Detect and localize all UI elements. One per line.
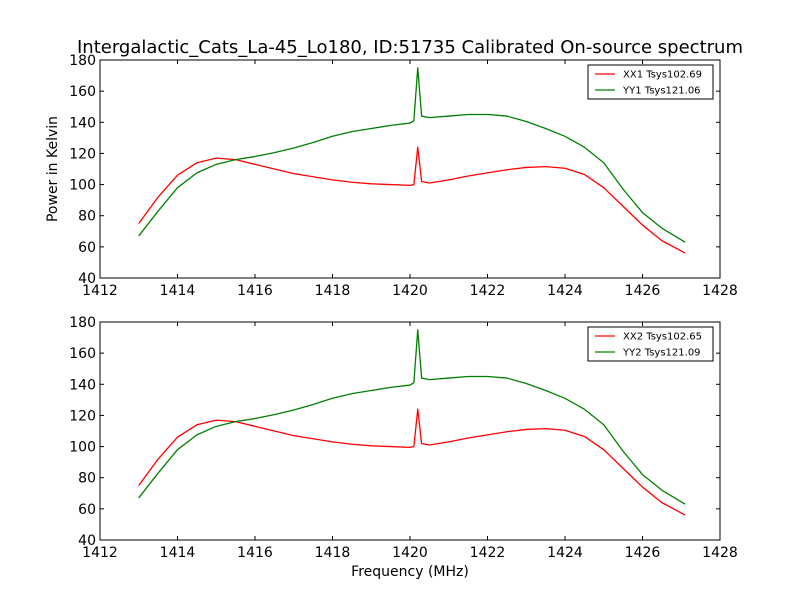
- y-tick-label: 160: [69, 84, 96, 100]
- legend-box: [587, 64, 714, 100]
- y-tick-label: 160: [69, 346, 96, 362]
- x-tick-label: 1422: [470, 283, 506, 299]
- y-axis-label: Power in Kelvin: [45, 116, 61, 222]
- x-tick-label: 1424: [547, 283, 583, 299]
- legend-entry: XX1 Tsys102.69: [623, 70, 702, 81]
- x-tick-label: 1422: [470, 545, 506, 561]
- x-tick-label: 1414: [160, 283, 196, 299]
- series-line-xx2: [138, 408, 686, 516]
- legend-entry: XX2 Tsys102.65: [623, 332, 702, 343]
- x-tick-label: 1428: [702, 545, 738, 561]
- legend-entry: YY2 Tsys121.09: [622, 348, 701, 359]
- y-tick-label: 140: [69, 115, 96, 131]
- chart-panels: 1412 1414 1416 1418 1420 1422 1424 1426 1428 40 60…: [45, 53, 738, 580]
- y-tick-label: 100: [69, 178, 96, 194]
- legend-box: [587, 326, 714, 362]
- series-line-yy1: [138, 67, 686, 243]
- x-tick-label: 1412: [82, 283, 118, 299]
- y-tick-label: 100: [69, 440, 96, 456]
- chart-panel-2: 1412 1414 1416 1418 1420 1422 1424 1426 1428 40 60…: [69, 315, 738, 580]
- x-axis-label: Frequency (MHz): [351, 564, 469, 580]
- y-tick-label: 40: [78, 271, 96, 287]
- x-tick-label: 1418: [315, 545, 351, 561]
- x-tick-label: 1424: [547, 545, 583, 561]
- y-tick-label: 80: [78, 471, 96, 487]
- y-tick-label: 40: [78, 533, 96, 549]
- y-tick-label: 80: [78, 209, 96, 225]
- x-tick-label: 1418: [315, 283, 351, 299]
- chart-panel-1: 1412 1414 1416 1418 1420 1422 1424 1426 1428 40 60…: [45, 53, 738, 299]
- x-tick-label: 1420: [392, 283, 428, 299]
- legend: XX2 Tsys102.65 YY2 Tsys121.09: [587, 326, 714, 362]
- y-tick-label: 120: [69, 408, 96, 424]
- y-tick-label: 120: [69, 146, 96, 162]
- series-line-xx1: [138, 146, 686, 254]
- x-tick-label: 1414: [160, 545, 196, 561]
- x-tick-label: 1416: [237, 545, 273, 561]
- y-tick-label: 60: [78, 240, 96, 256]
- y-tick-label: 140: [69, 377, 96, 393]
- legend: XX1 Tsys102.69 YY1 Tsys121.06: [587, 64, 714, 100]
- x-tick-label: 1412: [82, 545, 118, 561]
- x-tick-label: 1420: [392, 545, 428, 561]
- x-tick-label: 1426: [625, 283, 661, 299]
- x-tick-label: 1428: [702, 283, 738, 299]
- figure-title: Intergalactic_Cats_La-45_Lo180, ID:51735…: [77, 37, 743, 58]
- series-line-yy2: [138, 329, 686, 505]
- x-tick-label: 1426: [625, 545, 661, 561]
- y-tick-label: 60: [78, 502, 96, 518]
- x-tick-label: 1416: [237, 283, 273, 299]
- y-tick-label: 180: [69, 315, 96, 331]
- legend-entry: YY1 Tsys121.06: [622, 86, 701, 97]
- y-tick-label: 180: [69, 53, 96, 69]
